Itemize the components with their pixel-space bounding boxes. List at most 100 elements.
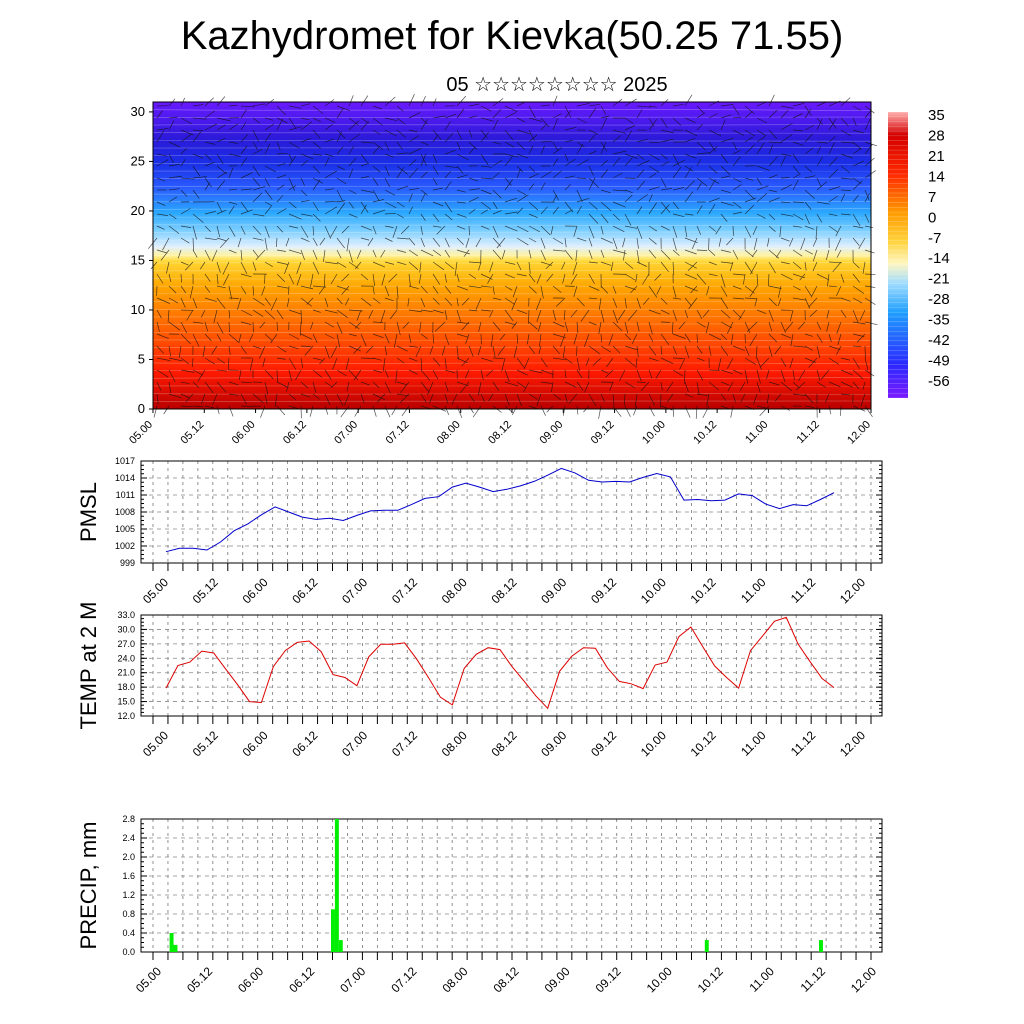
x-tick-label: 05.00 [133, 964, 164, 995]
colorbar [888, 112, 908, 398]
x-tick-label: 11.12 [788, 728, 819, 759]
colorbar-label: 14 [928, 168, 945, 185]
x-tick-label: 09.00 [537, 419, 565, 447]
x-tick-label: 09.00 [538, 575, 569, 606]
precip-bar [819, 940, 823, 952]
x-tick-label: 07.00 [339, 728, 370, 759]
y-tick-label: 27.0 [117, 639, 135, 649]
y-tick-label: 1008 [115, 507, 135, 517]
x-tick-label: 07.00 [337, 964, 368, 995]
x-tick-label: 09.12 [593, 964, 624, 995]
x-tick-label: 05.00 [127, 419, 155, 447]
x-tick-label: 07.00 [339, 575, 370, 606]
x-tick-label: 07.12 [388, 964, 419, 995]
x-tick-label: 11.00 [743, 419, 770, 446]
colorbar-label: 7 [928, 189, 936, 206]
x-tick-label: 10.00 [638, 575, 669, 606]
x-tick-label: 06.12 [281, 419, 309, 447]
x-tick-label: 08.00 [439, 728, 470, 759]
x-tick-label: 06.12 [286, 964, 317, 995]
x-tick-label: 12.00 [837, 575, 868, 606]
x-tick-label: 07.00 [332, 419, 360, 447]
pmsl-chart: 999 1002 1005 1008 1011 1014 1017 05.00 05.12 06.… [76, 456, 883, 606]
x-tick-label: 10.12 [691, 419, 719, 447]
x-tick-label: 08.00 [439, 964, 470, 995]
colorbar-label: 21 [928, 148, 945, 165]
y-tick-label: 30.0 [117, 624, 135, 634]
x-tick-label: 06.00 [230, 419, 258, 447]
y-tick-label: 0.8 [122, 909, 135, 919]
y-tick-label: 0.4 [122, 928, 135, 938]
y-axis-title: PMSL [76, 482, 101, 542]
x-tick-label: 10.00 [644, 964, 675, 995]
y-tick-label: 0 [138, 401, 145, 416]
x-tick-label: 08.12 [486, 419, 514, 447]
precip-bar [331, 909, 335, 953]
y-tick-label: 1005 [115, 524, 135, 534]
x-tick-label: 05.12 [184, 964, 215, 995]
x-tick-label: 12.00 [848, 964, 879, 995]
y-tick-label: 2.4 [122, 833, 135, 843]
colorbar-label: 35 [928, 107, 945, 124]
y-tick-label: 5 [138, 351, 145, 366]
x-tick-label: 12.00 [845, 419, 873, 447]
y-tick-label: 21.0 [117, 668, 135, 678]
y-tick-label: 1.6 [122, 871, 135, 881]
x-tick-label: 10.00 [640, 419, 668, 447]
y-axis-title: PRECIP, mm [76, 822, 101, 950]
colorbar-label: -21 [928, 271, 950, 288]
y-tick-label: 1011 [116, 490, 135, 500]
cross-section-chart: 0 5 10 15 20 25 30 05.00 05.12 06.00 06.12 07.00 07.… [127, 94, 950, 447]
y-tick-label: 0.0 [122, 947, 135, 957]
x-tick-label: 09.12 [589, 419, 617, 447]
x-tick-label: 11.12 [798, 964, 829, 995]
x-tick-label: 05.12 [178, 419, 206, 447]
x-tick-label: 11.00 [738, 728, 769, 759]
x-tick-label: 11.12 [794, 419, 821, 446]
precip-bar [704, 940, 709, 952]
x-tick-label: 09.00 [538, 728, 569, 759]
colorbar-label: -49 [928, 353, 950, 370]
y-tick-label: 999 [120, 558, 135, 568]
y-tick-label: 33.0 [117, 610, 135, 620]
x-tick-label: 08.12 [488, 575, 519, 606]
y-tick-label: 10 [131, 302, 145, 317]
precip-bar [169, 933, 174, 952]
y-tick-label: 1017 [115, 456, 135, 466]
precip-bar [338, 940, 343, 952]
wind-streamlines [148, 94, 878, 419]
y-tick-label: 18.0 [117, 682, 135, 692]
colorbar-label: 28 [928, 127, 945, 144]
y-tick-label: 2.0 [122, 852, 135, 862]
x-tick-label: 08.12 [488, 728, 519, 759]
x-tick-label: 11.00 [738, 575, 769, 606]
x-tick-label: 06.00 [235, 964, 266, 995]
x-tick-label: 07.12 [389, 575, 420, 606]
x-tick-label: 08.00 [439, 575, 470, 606]
x-tick-label: 06.00 [240, 575, 271, 606]
precip-chart: 0.0 0.4 0.8 1.2 1.6 2.0 2.4 2.8 05.00 05.12 06.00 0… [76, 814, 883, 995]
x-tick-label: 05.12 [190, 728, 221, 759]
colorbar-label: -14 [928, 250, 950, 267]
x-tick-label: 06.00 [240, 728, 271, 759]
temp-chart: 12.0 15.0 18.0 21.0 24.0 27.0 30.0 33.0 05.00 05.… [76, 602, 883, 759]
page-title: Kazhydromet for Kievka(50.25 71.55) [180, 14, 844, 58]
colorbar-label: -35 [928, 312, 950, 329]
x-tick-label: 09.12 [588, 575, 619, 606]
pmsl-chart-series-line [165, 467, 835, 553]
y-tick-label: 2.8 [122, 814, 135, 824]
precip-bar [173, 944, 178, 952]
x-tick-label: 05.00 [140, 728, 171, 759]
y-tick-label: 1002 [115, 541, 135, 551]
x-tick-label: 09.12 [588, 728, 619, 759]
precip-bar [334, 819, 339, 952]
x-tick-label: 10.12 [688, 575, 719, 606]
x-tick-label: 12.00 [837, 728, 868, 759]
x-tick-label: 07.12 [389, 728, 420, 759]
x-tick-label: 05.12 [190, 575, 221, 606]
y-tick-label: 15 [131, 252, 145, 267]
x-tick-label: 07.12 [384, 419, 412, 447]
page-subtitle: 05 ☆☆☆☆☆☆☆☆ 2025 [446, 74, 668, 96]
